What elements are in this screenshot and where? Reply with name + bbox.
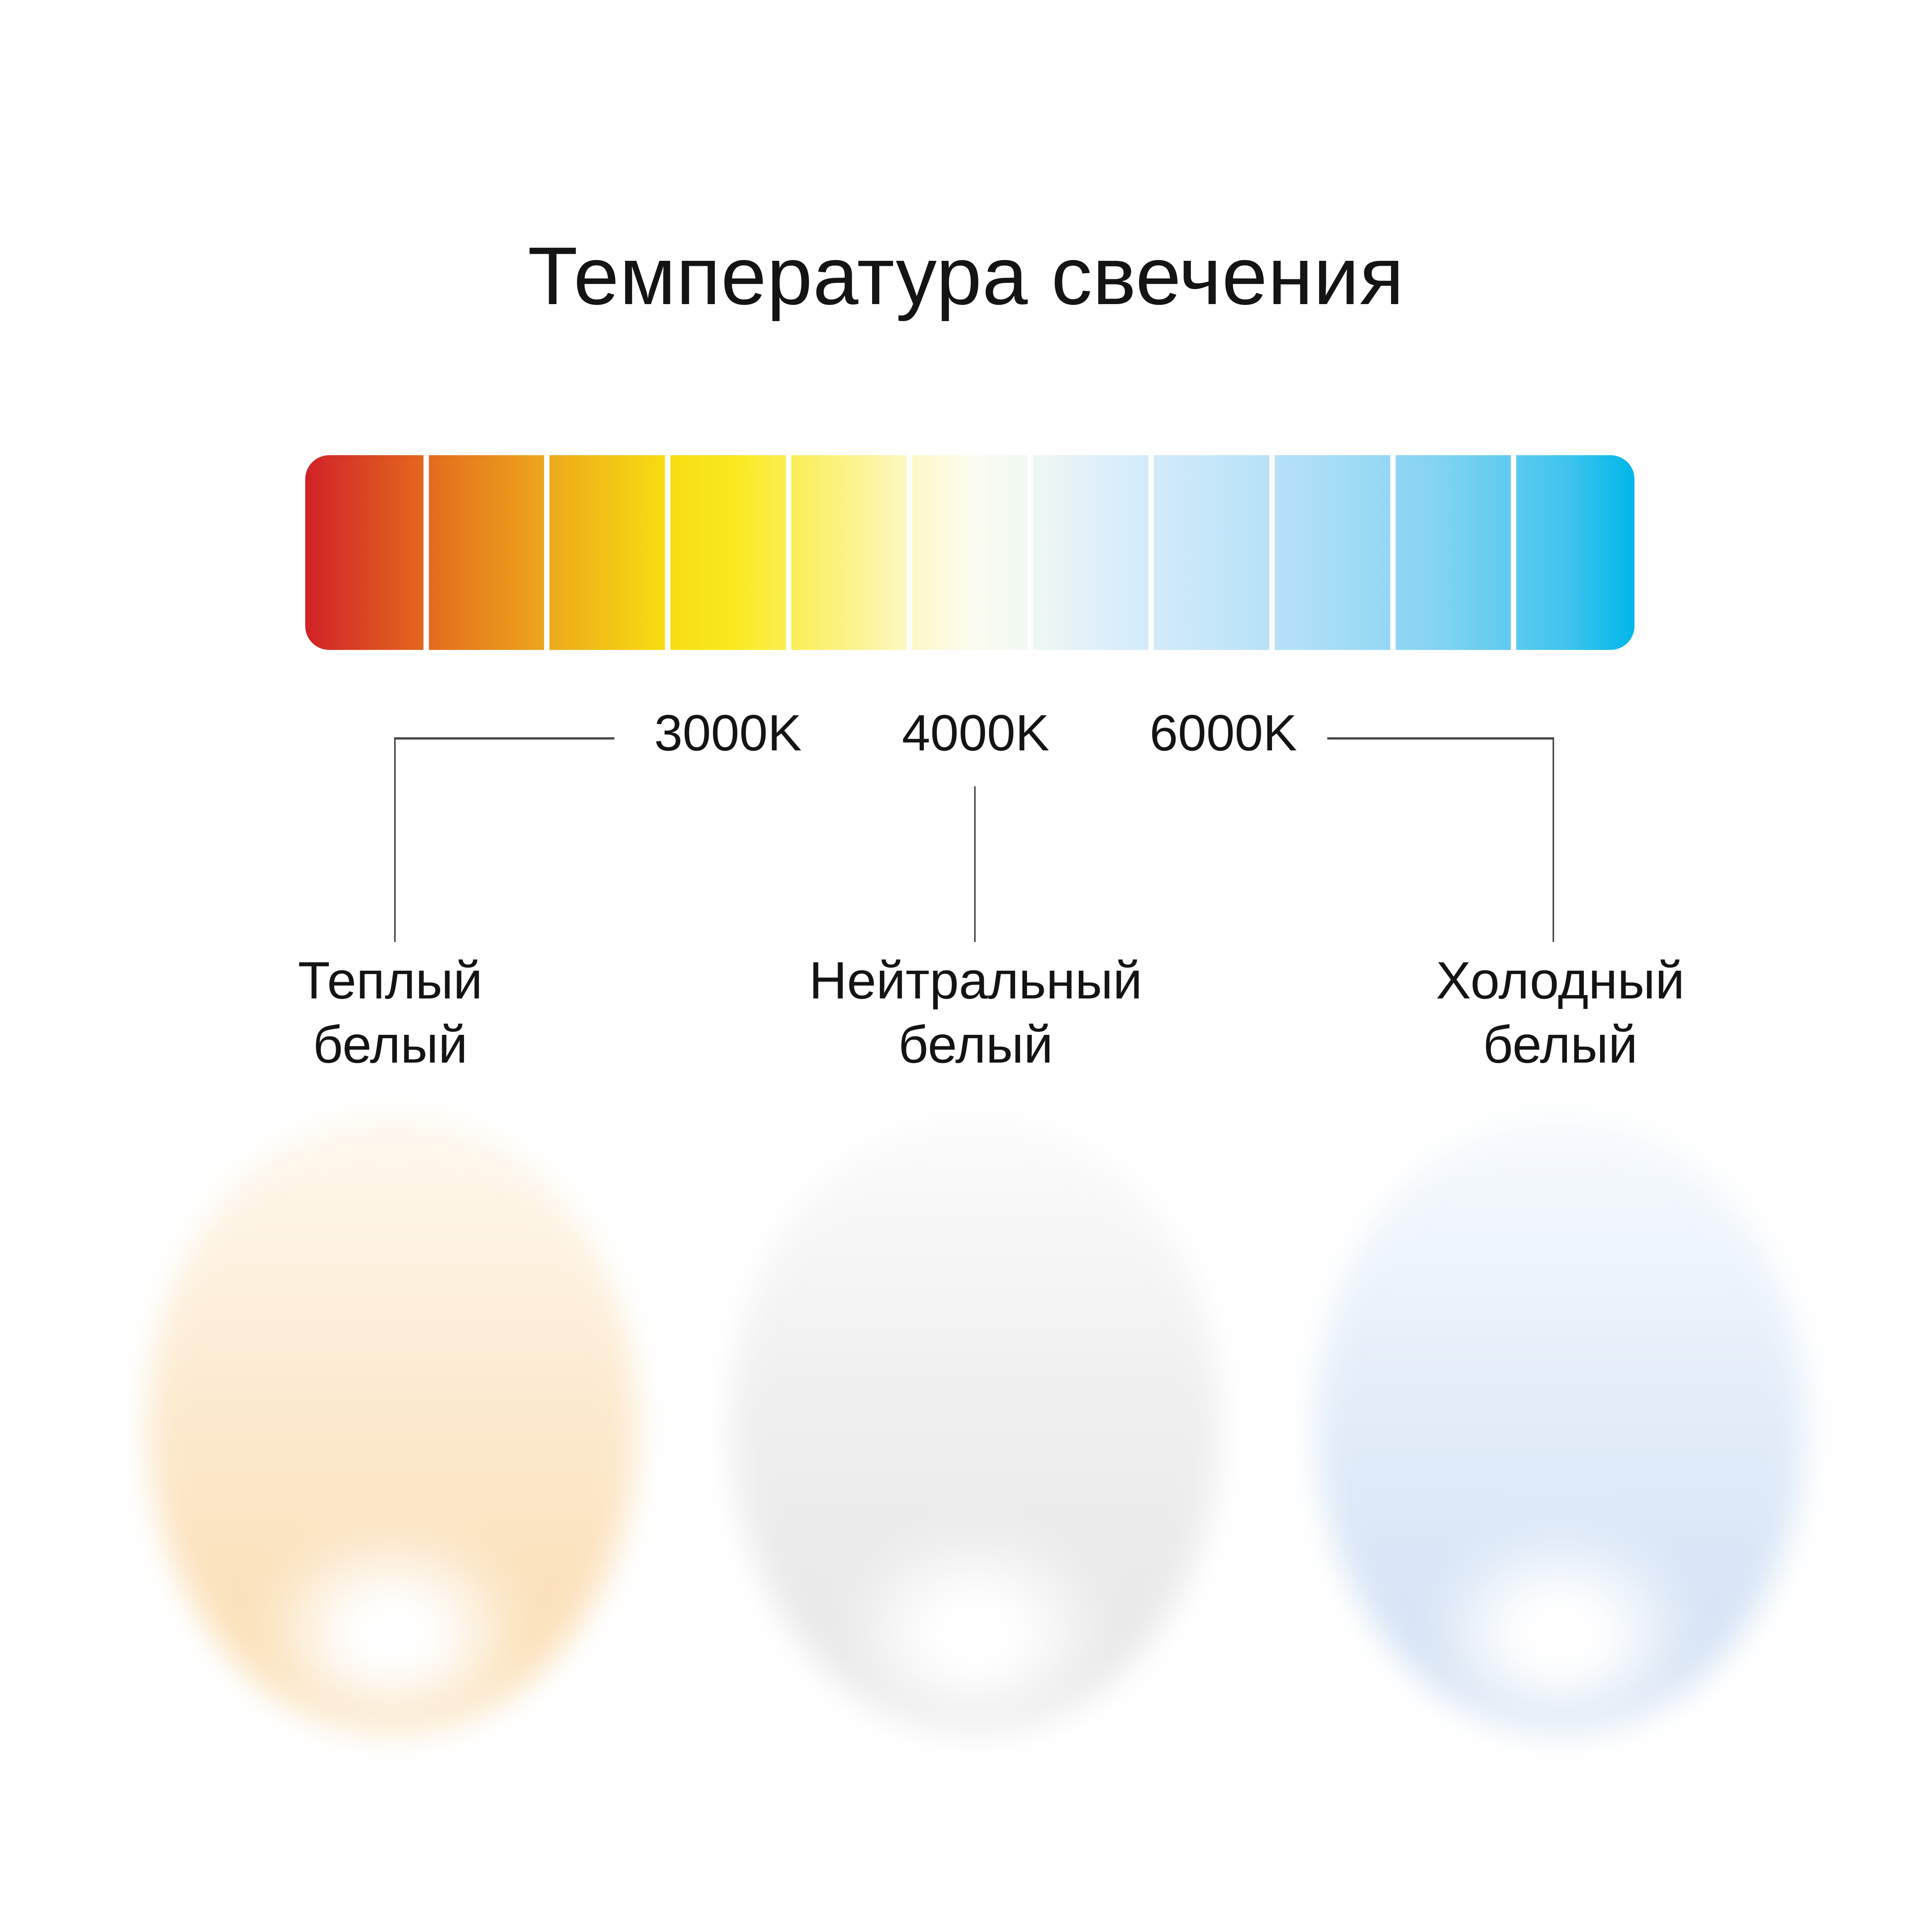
connector-left-horizontal-line: [394, 737, 614, 740]
scale-bar-separator: [665, 455, 671, 650]
scale-bar-separator: [1390, 455, 1396, 650]
orb-neutral-white: [731, 1115, 1220, 1747]
scale-bar-separator: [423, 455, 429, 650]
color-temperature-scale-bar: [305, 455, 1634, 650]
scale-bar-separator: [1148, 455, 1154, 650]
scale-bar-separator: [786, 455, 791, 650]
orb-cool-white-glow: [1422, 1522, 1700, 1747]
category-warm-white-line2: белый: [313, 1015, 468, 1074]
category-neutral-white-line1: Нейтральный: [809, 951, 1143, 1010]
connector-right-horizontal-line: [1327, 737, 1554, 740]
connector-left-vertical-line: [394, 737, 396, 942]
scale-bar-separator: [906, 455, 912, 650]
category-warm-white: Теплый белый: [120, 949, 661, 1077]
scale-bar-separator: [1269, 455, 1275, 650]
connector-middle-vertical-line: [974, 786, 976, 942]
orb-neutral-white-glow: [836, 1522, 1114, 1747]
temp-label-3000k: 3000K: [654, 704, 802, 761]
category-cool-white-line1: Холодный: [1436, 951, 1685, 1010]
connector-right-vertical-line: [1553, 737, 1554, 942]
category-cool-white: Холодный белый: [1290, 949, 1831, 1077]
scale-bar-separator: [1027, 455, 1033, 650]
page-title: Температура свечения: [527, 230, 1405, 321]
orb-warm-white: [148, 1115, 637, 1747]
category-warm-white-line1: Теплый: [298, 951, 483, 1010]
scale-bar-separator: [544, 455, 550, 650]
orb-warm-white-glow: [253, 1522, 532, 1747]
temp-label-4000k: 4000K: [902, 704, 1049, 761]
category-neutral-white: Нейтральный белый: [705, 949, 1246, 1077]
category-cool-white-line2: белый: [1483, 1015, 1638, 1074]
temp-label-6000k: 6000K: [1150, 704, 1297, 761]
category-neutral-white-line2: белый: [898, 1015, 1053, 1074]
scale-bar-separator: [1511, 455, 1517, 650]
orb-cool-white: [1316, 1115, 1805, 1747]
